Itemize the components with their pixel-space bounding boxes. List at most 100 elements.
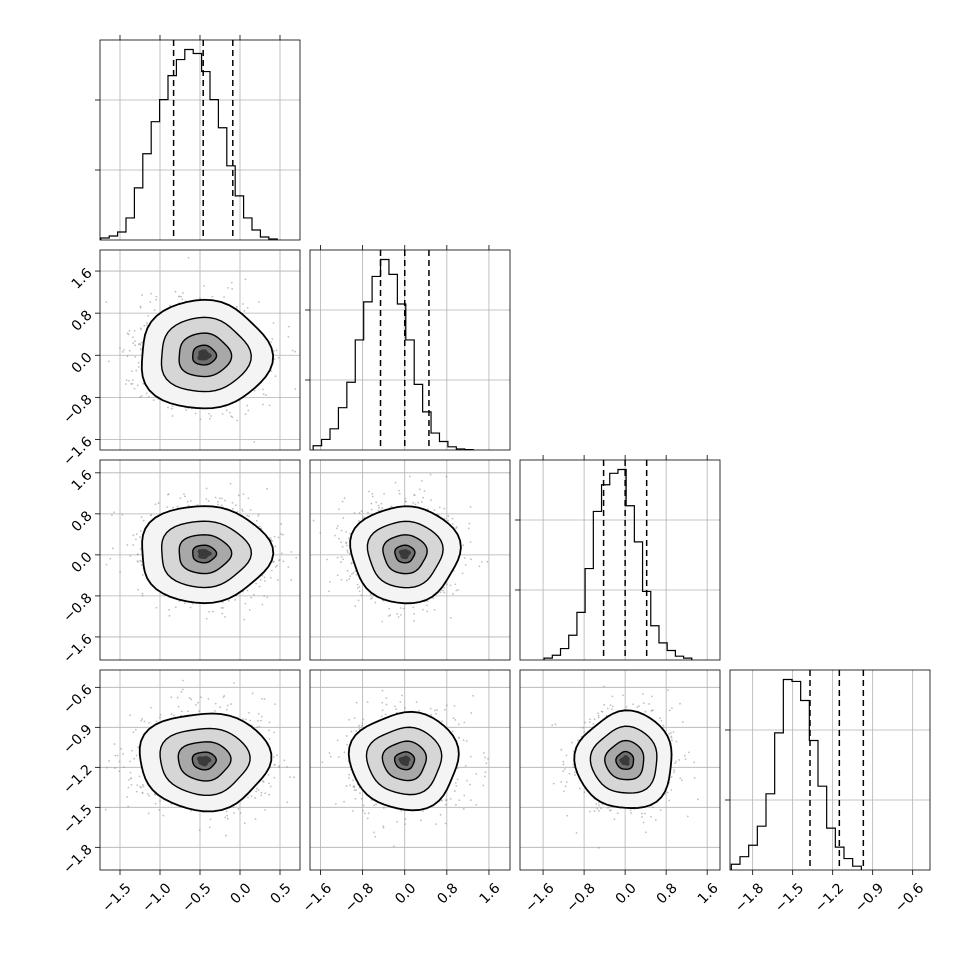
x-tick-label-0-4: 0.5 [268, 880, 295, 907]
sample-point-3-0-558 [254, 818, 257, 821]
sample-point-2-0-1339 [261, 603, 264, 606]
contour-3-1-3 [347, 710, 460, 812]
sample-point-3-2-1323 [552, 782, 555, 785]
sample-point-3-1-30 [456, 778, 459, 781]
sample-point-3-1-746 [353, 789, 356, 792]
sample-point-2-1-478 [363, 516, 366, 519]
sample-point-2-1-1129 [357, 599, 360, 602]
sample-point-2-0-529 [258, 585, 261, 588]
sample-point-1-0-254 [275, 349, 278, 352]
sample-point-2-1-479 [369, 593, 372, 596]
sample-point-2-1-1121 [388, 607, 390, 610]
sample-point-2-1-433 [432, 597, 435, 599]
sample-point-2-1-500 [420, 500, 423, 503]
sample-point-2-0-327 [280, 533, 283, 535]
sample-point-3-2-139 [671, 739, 673, 742]
sample-point-2-1-1304 [464, 563, 467, 566]
sample-point-2-1-664 [420, 479, 423, 482]
sample-point-1-0-215 [155, 295, 158, 298]
sample-point-2-1-402 [356, 587, 359, 589]
sample-point-2-1-1116 [478, 565, 481, 568]
sample-point-3-0-854 [258, 725, 261, 728]
sample-point-2-1-596 [438, 506, 441, 509]
sample-point-1-0-973 [123, 348, 125, 351]
x-tick-label-2-0: −1.6 [522, 880, 557, 915]
sample-point-3-0-1338 [257, 789, 260, 791]
sample-point-1-0-912 [181, 298, 184, 301]
sample-point-2-1-925 [455, 589, 458, 592]
contour-3-0-0 [191, 751, 217, 771]
sample-point-3-0-1044 [141, 784, 144, 786]
sample-point-3-2-119 [654, 819, 657, 821]
sample-point-1-0-332 [169, 304, 172, 307]
histogram-1 [312, 258, 474, 451]
panel-frame-1-1 [309, 249, 511, 451]
sample-point-3-2-1042 [686, 815, 689, 818]
sample-point-2-0-710 [186, 500, 189, 503]
sample-point-3-2-709 [666, 791, 669, 794]
sample-point-3-1-1291 [482, 784, 485, 787]
sample-point-2-1-1153 [418, 488, 421, 491]
sample-point-2-1-1027 [426, 600, 429, 603]
sample-point-3-0-975 [135, 754, 138, 757]
sample-point-1-0-845 [231, 288, 234, 290]
sample-point-3-0-669 [260, 791, 263, 794]
sample-point-2-0-302 [187, 504, 190, 507]
sample-point-3-0-626 [140, 719, 143, 722]
sample-point-3-2-908 [681, 721, 684, 723]
sample-point-2-1-127 [353, 512, 356, 514]
sample-point-3-0-1048 [261, 780, 264, 783]
sample-point-1-0-1351 [272, 322, 275, 325]
sample-point-3-2-743 [574, 774, 576, 776]
sample-point-3-1-84 [329, 755, 332, 758]
sample-point-1-0-772 [182, 292, 184, 294]
sample-point-3-2-859 [638, 705, 640, 707]
sample-point-3-0-913 [256, 726, 259, 729]
sample-point-2-0-686 [287, 566, 290, 568]
sample-point-3-1-528 [469, 783, 471, 786]
sample-point-2-1-217 [345, 531, 348, 533]
sample-point-2-0-1335 [227, 599, 230, 602]
sample-point-3-1-690 [382, 825, 385, 828]
sample-point-3-0-1233 [181, 688, 184, 691]
sample-point-2-0-3 [189, 499, 192, 502]
sample-point-3-0-238 [113, 743, 116, 745]
sample-point-2-0-905 [105, 563, 108, 566]
y-tick-label-3-0: −1.8 [60, 842, 95, 877]
sample-point-2-1-495 [334, 534, 336, 537]
sample-point-3-1-615 [453, 704, 456, 707]
sample-point-2-1-1075 [346, 551, 349, 553]
sample-point-1-0-753 [139, 305, 142, 308]
sample-point-3-1-258 [439, 813, 442, 816]
sample-point-2-0-914 [313, 602, 315, 604]
sample-point-3-0-1331 [170, 696, 173, 699]
contour-3-0-1 [177, 741, 232, 782]
sample-point-2-0-910 [217, 503, 219, 506]
sample-point-3-0-590 [127, 805, 130, 808]
sample-point-2-1-93 [445, 475, 448, 478]
sample-point-2-1-716 [433, 508, 436, 511]
sample-point-3-2-127 [672, 731, 675, 733]
sample-point-2-0-262 [241, 510, 244, 512]
scatter-points-3-0 [104, 679, 296, 837]
sample-point-2-0-1292 [259, 579, 262, 581]
sample-point-3-0-457 [255, 790, 258, 793]
sample-point-2-0-942 [224, 615, 226, 618]
sample-point-2-1-180 [360, 594, 363, 597]
sample-point-3-2-286 [571, 741, 574, 744]
sample-point-3-1-1391 [430, 714, 433, 716]
sample-point-2-1-892 [340, 541, 342, 544]
sample-point-3-1-1011 [348, 777, 350, 779]
sample-point-1-0-811 [137, 343, 140, 346]
sample-point-3-2-845 [675, 740, 678, 743]
sample-point-3-1-1337 [475, 773, 478, 775]
sample-point-3-1-889 [472, 694, 475, 697]
sample-point-3-2-1207 [597, 847, 600, 849]
y-tick-label-2-0: −1.6 [60, 631, 95, 666]
sample-point-2-0-312 [112, 547, 114, 550]
sample-point-3-2-1322 [583, 731, 586, 733]
sample-point-3-2-1205 [668, 709, 671, 712]
sample-point-2-0-1067 [111, 514, 113, 517]
sample-point-1-0-189 [128, 379, 130, 382]
sample-point-3-2-164 [560, 748, 563, 751]
